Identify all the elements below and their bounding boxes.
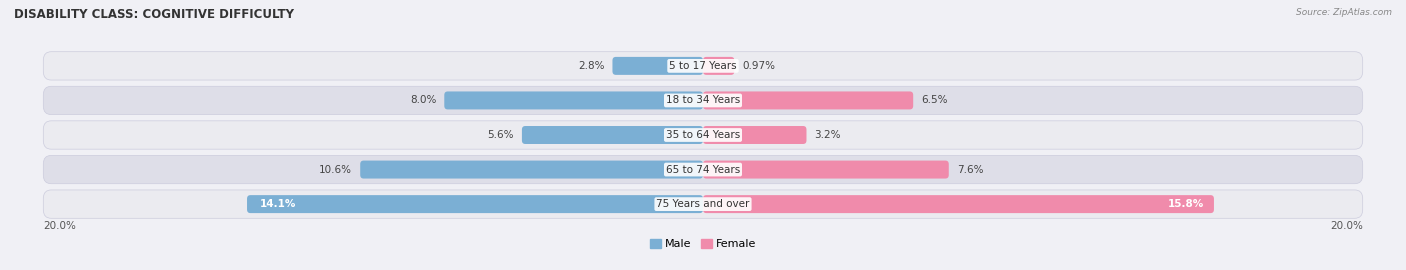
Text: 5 to 17 Years: 5 to 17 Years xyxy=(669,61,737,71)
Text: 18 to 34 Years: 18 to 34 Years xyxy=(666,95,740,106)
Text: 10.6%: 10.6% xyxy=(319,164,352,175)
Text: 3.2%: 3.2% xyxy=(814,130,841,140)
Text: 14.1%: 14.1% xyxy=(260,199,297,209)
FancyBboxPatch shape xyxy=(613,57,703,75)
FancyBboxPatch shape xyxy=(44,190,1362,218)
Text: 75 Years and over: 75 Years and over xyxy=(657,199,749,209)
Text: DISABILITY CLASS: COGNITIVE DIFFICULTY: DISABILITY CLASS: COGNITIVE DIFFICULTY xyxy=(14,8,294,21)
Legend: Male, Female: Male, Female xyxy=(645,235,761,254)
Text: 35 to 64 Years: 35 to 64 Years xyxy=(666,130,740,140)
Text: 20.0%: 20.0% xyxy=(44,221,76,231)
FancyBboxPatch shape xyxy=(703,161,949,178)
FancyBboxPatch shape xyxy=(44,121,1362,149)
FancyBboxPatch shape xyxy=(703,126,807,144)
Text: 6.5%: 6.5% xyxy=(921,95,948,106)
Text: 5.6%: 5.6% xyxy=(488,130,513,140)
FancyBboxPatch shape xyxy=(44,52,1362,80)
FancyBboxPatch shape xyxy=(247,195,703,213)
Text: 0.97%: 0.97% xyxy=(742,61,776,71)
Text: 20.0%: 20.0% xyxy=(1330,221,1362,231)
FancyBboxPatch shape xyxy=(703,57,734,75)
FancyBboxPatch shape xyxy=(444,92,703,109)
Text: 15.8%: 15.8% xyxy=(1168,199,1204,209)
FancyBboxPatch shape xyxy=(44,86,1362,114)
Text: 8.0%: 8.0% xyxy=(409,95,436,106)
Text: 2.8%: 2.8% xyxy=(578,61,605,71)
FancyBboxPatch shape xyxy=(703,195,1213,213)
FancyBboxPatch shape xyxy=(703,92,914,109)
Text: 65 to 74 Years: 65 to 74 Years xyxy=(666,164,740,175)
FancyBboxPatch shape xyxy=(360,161,703,178)
Text: Source: ZipAtlas.com: Source: ZipAtlas.com xyxy=(1296,8,1392,17)
FancyBboxPatch shape xyxy=(44,156,1362,184)
FancyBboxPatch shape xyxy=(522,126,703,144)
Text: 7.6%: 7.6% xyxy=(957,164,983,175)
